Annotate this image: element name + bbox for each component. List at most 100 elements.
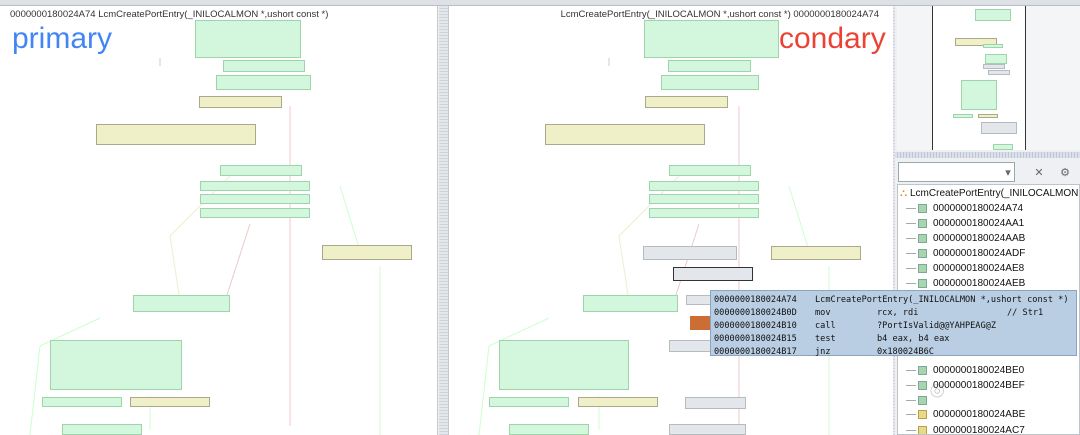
- tree-item[interactable]: 0000000180024BEF: [906, 378, 1025, 393]
- close-icon[interactable]: ✕: [1034, 166, 1044, 179]
- overview-block: [985, 54, 1007, 64]
- overview-block: [981, 122, 1017, 134]
- mnemonic: test: [815, 333, 836, 344]
- basic-block[interactable]: [489, 397, 569, 407]
- secondary-label: condary: [779, 22, 886, 55]
- edge: [169, 235, 181, 302]
- sidebar-splitter[interactable]: [895, 152, 1080, 158]
- tree-item[interactable]: [906, 393, 933, 408]
- tree-item[interactable]: 0000000180024BE0: [906, 363, 1024, 378]
- mnemonic: LcmCreatePortEntry(_INILOCALMON *,ushort…: [815, 294, 1069, 305]
- edge: [29, 345, 41, 435]
- tree-item[interactable]: 0000000180024AE8: [906, 261, 1024, 276]
- basic-block[interactable]: [223, 60, 305, 72]
- basic-block[interactable]: [62, 424, 142, 435]
- chevron-down-icon[interactable]: ▾: [1005, 166, 1011, 179]
- mnemonic: call: [815, 320, 836, 331]
- basic-block[interactable]: [220, 165, 302, 176]
- block-icon: [918, 204, 927, 213]
- block-icon: [918, 396, 927, 405]
- mnemonic: jnz: [815, 346, 831, 357]
- basic-block[interactable]: [673, 267, 753, 281]
- edge: [618, 235, 630, 302]
- basic-block[interactable]: [669, 165, 751, 176]
- operands: b4 eax, b4 eax: [877, 333, 950, 344]
- basic-block[interactable]: [133, 295, 230, 312]
- address: 0000000180024B15: [714, 333, 797, 344]
- basic-block[interactable]: [216, 75, 311, 90]
- edge: [224, 223, 251, 302]
- operands: ?PortIsValid@@YAHPEAG@Z: [877, 320, 996, 331]
- basic-block[interactable]: [649, 208, 759, 218]
- splitter[interactable]: [893, 6, 896, 435]
- edge: [673, 223, 700, 302]
- tree-item[interactable]: 0000000180024AAB: [906, 231, 1025, 246]
- tree-item[interactable]: 0000000180024ABE: [906, 407, 1025, 422]
- edge: [339, 185, 361, 252]
- basic-block[interactable]: [645, 96, 728, 108]
- tree-root[interactable]: ⛬LcmCreatePortEntry(_INILOCALMON *,ushor…: [900, 188, 1079, 199]
- basic-block[interactable]: [669, 424, 746, 435]
- basic-block[interactable]: [322, 245, 412, 260]
- primary-label: primary: [12, 22, 113, 55]
- basic-block[interactable]: [686, 295, 711, 305]
- function-icon: ⛬: [900, 188, 907, 199]
- basic-block[interactable]: [578, 397, 658, 407]
- tree-item[interactable]: 0000000180024A74: [906, 201, 1023, 216]
- basic-block[interactable]: [199, 96, 282, 108]
- tree-item[interactable]: 0000000180024AA1: [906, 216, 1024, 231]
- basic-block[interactable]: [509, 424, 589, 435]
- block-icon: [918, 410, 927, 419]
- basic-block[interactable]: [771, 246, 861, 260]
- basic-block[interactable]: [42, 397, 122, 407]
- address: 0000000180024B17: [714, 346, 797, 357]
- toolbar-strip: [0, 0, 1080, 6]
- graph-overview[interactable]: [897, 6, 1080, 150]
- basic-block[interactable]: [685, 397, 746, 409]
- basic-block[interactable]: [499, 340, 629, 390]
- address: 0000000180024B0D: [714, 307, 797, 318]
- tree-item[interactable]: 0000000180024ADF: [906, 246, 1025, 261]
- gear-icon[interactable]: ⚙: [1060, 166, 1070, 179]
- block-icon: [918, 264, 927, 273]
- tooltip-row: 0000000180024B17 jnz 0x180024B6C: [711, 345, 1076, 358]
- basic-block[interactable]: [200, 194, 310, 204]
- secondary-graph-pane[interactable]: condary LcmCreatePortEntry(_INILOCALMON …: [448, 6, 893, 435]
- splitter-scrollbar[interactable]: [439, 6, 448, 435]
- overview-block: [993, 144, 1013, 150]
- block-icon: [918, 234, 927, 243]
- basic-block[interactable]: [669, 340, 711, 352]
- overview-block: [988, 70, 1010, 75]
- tree-item[interactable]: 0000000180024AC7: [906, 423, 1025, 434]
- overview-block: [961, 80, 997, 110]
- block-icon: [918, 381, 927, 390]
- edge: [478, 345, 490, 435]
- basic-block[interactable]: [50, 340, 182, 390]
- address: 0000000180024A74: [714, 294, 797, 305]
- basic-block[interactable]: [96, 124, 256, 145]
- basic-block[interactable]: [200, 181, 310, 191]
- basic-block[interactable]: [668, 60, 751, 72]
- search-input[interactable]: [898, 162, 1015, 182]
- watermark: ⌾: [930, 378, 945, 405]
- tooltip-row: 0000000180024B10 call ?PortIsValid@@YAHPEA…: [711, 319, 1076, 332]
- tree-item[interactable]: 0000000180024AEB: [906, 276, 1025, 291]
- basic-block[interactable]: [200, 208, 310, 218]
- basic-block[interactable]: [649, 194, 759, 204]
- basic-block[interactable]: [545, 124, 705, 145]
- primary-graph-pane[interactable]: 0000000180024A74 LcmCreatePortEntry(_INI…: [0, 6, 438, 435]
- overview-block: [975, 9, 1011, 21]
- address: 0000000180024B10: [714, 320, 797, 331]
- basic-block[interactable]: [643, 246, 737, 260]
- overview-block: [978, 114, 998, 118]
- basic-block[interactable]: [195, 20, 301, 58]
- basic-block[interactable]: [649, 181, 759, 191]
- tooltip-row: 0000000180024A74 LcmCreatePortEntry(_INIL…: [711, 293, 1076, 306]
- basic-block[interactable]: [644, 20, 779, 58]
- basic-block[interactable]: [661, 75, 759, 90]
- basic-block[interactable]: [583, 295, 678, 312]
- block-icon: [918, 366, 927, 375]
- sidebar: ▾ ✕ ⚙ ⛬LcmCreatePortEntry(_INILOCALMON *…: [895, 6, 1080, 435]
- basic-block[interactable]: [130, 397, 210, 407]
- overview-viewport[interactable]: [932, 6, 1026, 150]
